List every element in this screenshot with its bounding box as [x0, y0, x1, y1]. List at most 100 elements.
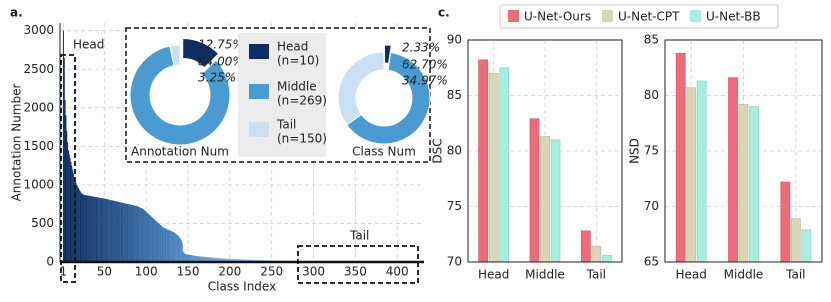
bar — [77, 187, 79, 262]
bar — [240, 259, 242, 262]
bar — [152, 218, 154, 262]
legend-swatch — [249, 44, 269, 59]
plot-frame — [664, 39, 823, 263]
bar — [102, 198, 104, 262]
bar — [232, 258, 234, 262]
bar — [131, 204, 133, 262]
donut-wedge — [182, 38, 220, 69]
bar — [221, 258, 223, 262]
bar — [95, 197, 97, 262]
bar — [80, 192, 82, 262]
bar — [160, 225, 162, 262]
bar — [142, 208, 144, 262]
bar — [113, 200, 115, 262]
bar — [111, 200, 113, 262]
bar — [190, 255, 192, 262]
legend-label: U-Net-CPT — [618, 10, 680, 24]
bar — [227, 258, 229, 262]
bar — [115, 201, 117, 262]
bar — [132, 205, 134, 262]
bar — [150, 216, 152, 262]
bar — [67, 142, 69, 262]
y-tick-label: 75 — [644, 144, 659, 158]
bar — [189, 254, 191, 262]
bar — [75, 182, 77, 262]
bar — [72, 173, 74, 262]
bar — [134, 205, 136, 262]
bar — [728, 77, 738, 263]
x-tick-label: Head — [675, 268, 706, 282]
bar — [211, 257, 213, 262]
bar — [181, 242, 183, 262]
bar — [161, 226, 163, 262]
head-box — [60, 54, 76, 283]
bar — [108, 199, 110, 262]
bar — [199, 256, 201, 262]
bar — [77, 186, 79, 262]
bar — [68, 154, 70, 262]
bar — [204, 256, 206, 262]
bar — [173, 232, 175, 262]
bar — [134, 205, 136, 262]
y-tick-label: 500 — [31, 216, 54, 230]
bar — [230, 258, 232, 262]
bar — [185, 254, 187, 262]
bar — [88, 195, 90, 262]
bar — [88, 195, 90, 262]
y-axis-label: NSD — [628, 138, 642, 164]
y-tick-label: 2000 — [23, 100, 54, 114]
bar — [144, 211, 146, 262]
bar — [206, 257, 208, 262]
bar — [171, 231, 173, 262]
legend-note: (n=269) — [277, 94, 327, 108]
y-tick-label: 1500 — [23, 139, 54, 153]
x-tick-label: Middle — [525, 268, 565, 282]
bar — [197, 256, 199, 262]
bar — [137, 206, 139, 262]
bar — [121, 202, 123, 262]
bar — [112, 200, 114, 262]
bar — [91, 196, 93, 262]
bar — [118, 201, 120, 262]
bar — [188, 254, 190, 262]
bar — [90, 196, 92, 262]
x-tick-label: 200 — [218, 265, 241, 279]
value-label: 84.00% — [198, 55, 244, 69]
bar — [194, 255, 196, 262]
bar — [114, 201, 116, 262]
y-tick-label: 80 — [644, 88, 659, 102]
bar — [130, 204, 132, 262]
bar — [93, 196, 95, 262]
bar — [168, 230, 170, 262]
bar — [153, 218, 155, 262]
bar — [200, 256, 202, 262]
bar — [191, 255, 193, 262]
y-tick-label: 0 — [46, 255, 54, 269]
bar — [225, 258, 227, 262]
bar — [801, 229, 812, 263]
bar — [236, 259, 238, 262]
bar — [164, 228, 166, 262]
bar — [231, 258, 233, 262]
donut-wedge — [337, 51, 385, 126]
bar — [158, 223, 160, 262]
legend-note: (n=150) — [277, 132, 327, 146]
bar — [108, 199, 110, 262]
bar — [221, 258, 223, 262]
x-tick-label: 1 — [60, 265, 68, 279]
bar — [185, 253, 187, 262]
bar — [212, 257, 214, 262]
bar — [145, 211, 147, 262]
panel-label: a. — [10, 6, 23, 20]
bar — [174, 232, 176, 262]
bar — [233, 259, 235, 262]
bar — [101, 198, 103, 262]
y-tick-label: 3000 — [23, 23, 54, 37]
bar — [124, 203, 126, 262]
bar — [177, 235, 179, 262]
bar — [96, 197, 98, 262]
bar — [675, 52, 686, 263]
bar — [206, 257, 208, 262]
bar — [195, 255, 197, 262]
